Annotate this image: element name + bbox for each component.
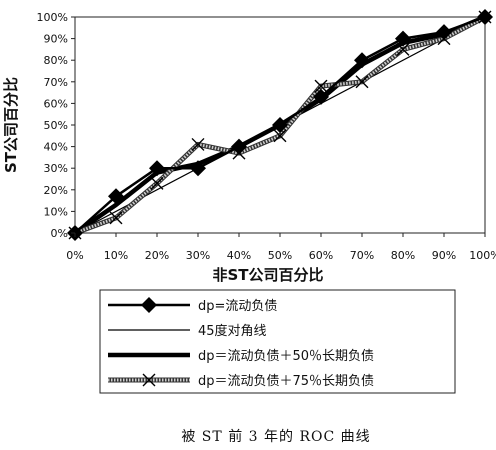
y-tick-label: 10% bbox=[44, 205, 68, 218]
y-axis-title: ST公司百分比 bbox=[2, 77, 20, 173]
x-tick-label: 50% bbox=[268, 249, 292, 262]
x-tick-label: 80% bbox=[391, 249, 415, 262]
x-point bbox=[142, 373, 156, 387]
legend: dp=流动负债 45度对角线 dp＝流动负债＋50％长期负债 dp＝流动负债＋75％长… bbox=[108, 297, 374, 389]
diamond-point bbox=[141, 297, 157, 313]
x-point bbox=[396, 42, 410, 56]
x-tick-label: 90% bbox=[432, 249, 456, 262]
y-tick-label: 80% bbox=[44, 54, 68, 67]
y-tick-label: 20% bbox=[44, 184, 68, 197]
x-point bbox=[314, 79, 328, 93]
figure-caption: 被 ST 前 3 年的 ROC 曲线 bbox=[181, 428, 370, 445]
x-point bbox=[109, 211, 123, 225]
y-tick-label: 70% bbox=[44, 76, 68, 89]
diamond-point bbox=[231, 138, 247, 155]
y-tick-label: 50% bbox=[44, 119, 68, 132]
series-layer bbox=[67, 9, 493, 241]
diamond-point bbox=[108, 188, 124, 205]
x-tick-label: 70% bbox=[350, 249, 374, 262]
x-tick-label: 30% bbox=[186, 249, 210, 262]
x-point bbox=[191, 137, 205, 151]
diamond-point bbox=[395, 30, 411, 47]
legend-label: dp=流动负债 bbox=[198, 299, 277, 314]
x-point bbox=[150, 176, 164, 190]
legend-label: dp＝流动负债＋50％长期负债 bbox=[198, 349, 374, 364]
x-tick-label: 60% bbox=[309, 249, 333, 262]
y-tick-label: 60% bbox=[44, 97, 68, 110]
x-point bbox=[273, 129, 287, 143]
y-tick-label: 40% bbox=[44, 141, 68, 154]
tick-layer: 0% 10% 20% 30% 40% 50% 60% 70% 80% 90% 100% 0% 10% 20… bbox=[37, 11, 496, 262]
legend-label: dp＝流动负债＋75％长期负债 bbox=[198, 374, 374, 389]
y-tick-label: 100% bbox=[37, 11, 68, 24]
diamond-point bbox=[272, 117, 288, 133]
diamond-point bbox=[436, 24, 452, 41]
x-tick-label: 0% bbox=[66, 249, 83, 262]
y-tick-label: 0% bbox=[51, 227, 68, 240]
legend-box bbox=[99, 289, 456, 394]
diamond-point bbox=[313, 88, 329, 105]
diamond-point bbox=[149, 160, 165, 177]
y-tick-label: 30% bbox=[44, 162, 68, 175]
x-axis-title: 非ST公司百分比 bbox=[212, 266, 323, 284]
x-tick-label: 10% bbox=[104, 249, 128, 262]
legend-label: 45度对角线 bbox=[198, 323, 267, 339]
y-tick-label: 90% bbox=[44, 33, 68, 46]
x-tick-label: 40% bbox=[227, 249, 251, 262]
diamond-point bbox=[354, 52, 370, 69]
diamond-point bbox=[477, 9, 493, 25]
x-tick-label: 20% bbox=[145, 249, 169, 262]
x-tick-label: 100% bbox=[469, 249, 496, 262]
diamond-point bbox=[190, 160, 206, 177]
x-point bbox=[355, 75, 369, 89]
